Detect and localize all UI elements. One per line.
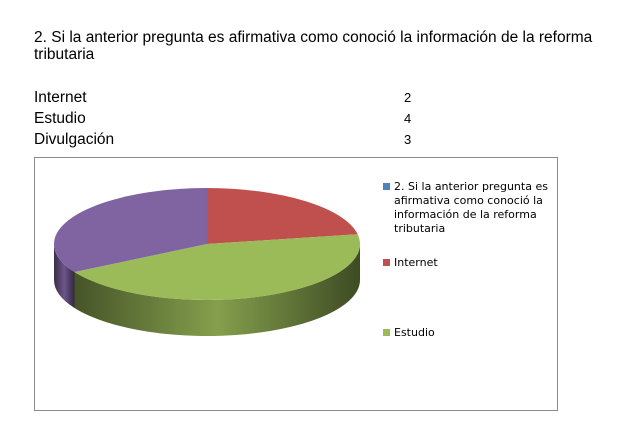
row-label: Internet	[34, 88, 87, 106]
pie-side-walls	[54, 244, 360, 336]
pie-slice-divulgación	[54, 188, 207, 272]
row-value: 2	[404, 90, 412, 105]
legend-swatch	[383, 259, 390, 266]
legend-swatch	[383, 183, 390, 190]
question-title: 2. Si la anterior pregunta es afirmativa…	[34, 29, 593, 63]
legend-label: Internet	[394, 256, 438, 269]
chart-area: 2. Si la anterior pregunta es afirmativa…	[34, 157, 558, 411]
pie-slice-internet	[207, 188, 358, 244]
row-value: 4	[404, 111, 412, 126]
table-row: Estudio 4	[34, 108, 411, 129]
table-row: Internet 2	[34, 87, 411, 108]
legend-item: 2. Si la anterior pregunta es afirmativa…	[383, 180, 552, 236]
pie-side-divulgación	[54, 244, 75, 308]
pie-side-estudio	[74, 244, 360, 336]
responses-table: Internet 2 Estudio 4 Divulgación 3	[34, 87, 411, 150]
legend-item: Estudio	[383, 326, 552, 340]
legend-swatch	[383, 329, 390, 336]
pie-slice-estudio	[74, 234, 361, 300]
row-value: 3	[404, 132, 412, 147]
legend-label: 2. Si la anterior pregunta es afirmativa…	[394, 180, 548, 235]
row-label: Divulgación	[34, 130, 115, 148]
row-label: Estudio	[34, 109, 86, 127]
legend-item: Internet	[383, 256, 552, 270]
legend-label: Estudio	[394, 326, 435, 339]
pie-chart	[54, 188, 361, 336]
table-row: Divulgación 3	[34, 129, 411, 150]
